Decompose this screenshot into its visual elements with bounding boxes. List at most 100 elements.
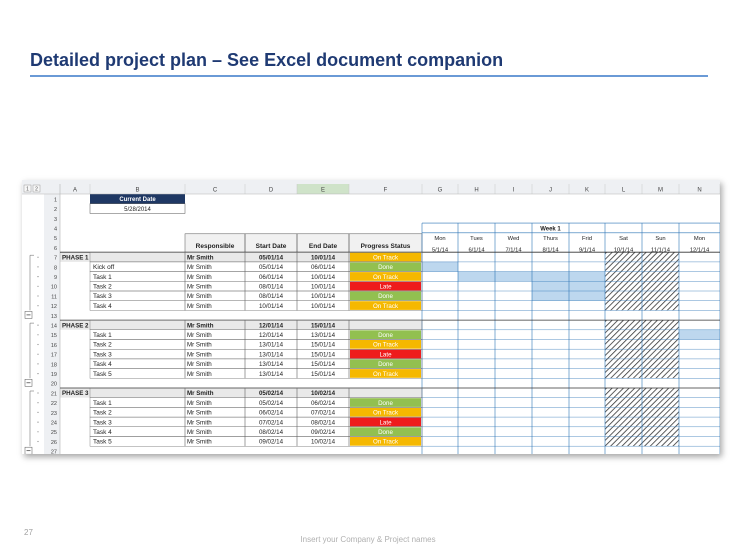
weekend-cell	[605, 291, 642, 301]
weekend-cell	[605, 436, 642, 447]
day-date: 10/1/14	[614, 248, 634, 254]
status-cell	[350, 437, 421, 446]
weekend-cell	[605, 281, 642, 291]
outline-dot	[37, 334, 39, 336]
day-date: 8/1/14	[542, 248, 559, 254]
current-date-value: 5/28/2014	[124, 207, 151, 213]
start-date: 09/02/14	[259, 439, 284, 446]
weekend-cell	[642, 339, 679, 350]
end-date: 10/02/14	[311, 390, 336, 397]
status-text: On Track	[373, 303, 399, 310]
outline-dot	[37, 256, 39, 258]
outline-dot	[37, 276, 39, 278]
start-date: 13/01/14	[259, 361, 284, 368]
task-name: Task 4	[93, 429, 112, 436]
outline-level-button	[23, 184, 32, 193]
row-number: 22	[51, 401, 57, 407]
weekend-cell	[605, 407, 642, 418]
outline-level-button	[32, 184, 41, 193]
column-header-f: F	[384, 188, 388, 194]
start-date: 13/01/14	[259, 371, 284, 378]
status-text: On Track	[373, 254, 399, 261]
day-date: 6/1/14	[468, 248, 485, 254]
status-text: Done	[378, 332, 393, 339]
end-date: 10/01/14	[311, 293, 336, 300]
status-cell	[350, 407, 421, 417]
weekend-cell	[605, 426, 642, 437]
phase-name: PHASE 2	[62, 322, 89, 329]
task-name: Task 1	[93, 400, 112, 407]
task-name: Kick off	[93, 264, 114, 271]
task-name: Task 5	[93, 371, 112, 378]
end-date: 06/01/14	[311, 264, 336, 271]
end-date: 10/02/14	[311, 439, 336, 446]
gantt-bar-cell	[532, 291, 569, 301]
weekend-cell	[605, 388, 642, 398]
weekend-cell	[605, 397, 642, 408]
status-cell	[350, 262, 421, 272]
task-name: Task 3	[93, 419, 112, 426]
weekend-cell	[642, 368, 679, 379]
day-date: 7/1/14	[505, 248, 522, 254]
outline-dot	[37, 266, 39, 268]
row-number: 16	[51, 343, 57, 349]
column-header-l: L	[622, 188, 626, 194]
column-header-b: B	[135, 188, 139, 194]
task-name: Task 2	[93, 284, 112, 291]
weekend-cell	[642, 358, 679, 369]
gantt-bar-cell	[422, 261, 458, 272]
responsible: Mr Smith	[187, 351, 212, 358]
status-text: On Track	[373, 371, 399, 378]
week-label: Week 1	[540, 227, 561, 233]
responsible: Mr Smith	[187, 390, 214, 397]
weekend-cell	[642, 417, 679, 427]
weekend-cell	[642, 349, 679, 359]
weekend-cell	[642, 261, 679, 272]
column-header-i: I	[513, 188, 515, 194]
column-header-m: M	[658, 188, 663, 194]
responsible: Mr Smith	[187, 429, 212, 436]
selected-column-header	[297, 184, 349, 194]
status-text: Late	[379, 351, 392, 358]
gantt-bar-cell	[569, 281, 605, 291]
current-date-header-cell	[90, 194, 185, 204]
outline-dot	[37, 421, 39, 423]
status-cell	[350, 330, 421, 339]
responsible: Mr Smith	[187, 264, 212, 271]
responsible: Mr Smith	[187, 303, 212, 310]
status-cell	[350, 340, 421, 349]
start-date: 05/01/14	[259, 264, 284, 271]
weekend-cell	[642, 329, 679, 340]
end-date: 07/02/14	[311, 410, 336, 417]
day-name: Thurs	[543, 236, 558, 242]
gantt-bar-cell	[569, 271, 605, 282]
status-cell	[350, 427, 421, 436]
weekend-cell	[642, 436, 679, 447]
phase-row	[60, 320, 422, 330]
weekend-cell	[605, 368, 642, 379]
column-header-k: K	[585, 188, 589, 194]
end-date: 10/01/14	[311, 254, 336, 261]
row-number: 15	[51, 333, 57, 339]
weekend-cell	[642, 388, 679, 398]
end-date: 10/01/14	[311, 274, 336, 281]
row-number: 24	[51, 421, 57, 427]
responsible: Mr Smith	[187, 410, 212, 417]
status-cell	[350, 349, 421, 359]
end-date: 15/01/14	[311, 342, 336, 349]
responsible: Mr Smith	[187, 293, 212, 300]
day-name: Tues	[470, 236, 483, 242]
phase-row	[60, 388, 422, 398]
end-date: 08/02/14	[311, 419, 336, 426]
outline-dot	[37, 402, 39, 404]
responsible: Mr Smith	[187, 284, 212, 291]
outline-level-label: 2	[35, 187, 38, 193]
gantt-bar-cell	[495, 271, 532, 282]
column-header-g: G	[438, 188, 443, 194]
header-0: Responsible	[196, 243, 235, 250]
row-number: 3	[54, 217, 57, 223]
start-date: 10/01/14	[259, 303, 284, 310]
row-number: 21	[51, 391, 57, 397]
outline-dot	[37, 373, 39, 375]
outline-dot	[37, 440, 39, 443]
